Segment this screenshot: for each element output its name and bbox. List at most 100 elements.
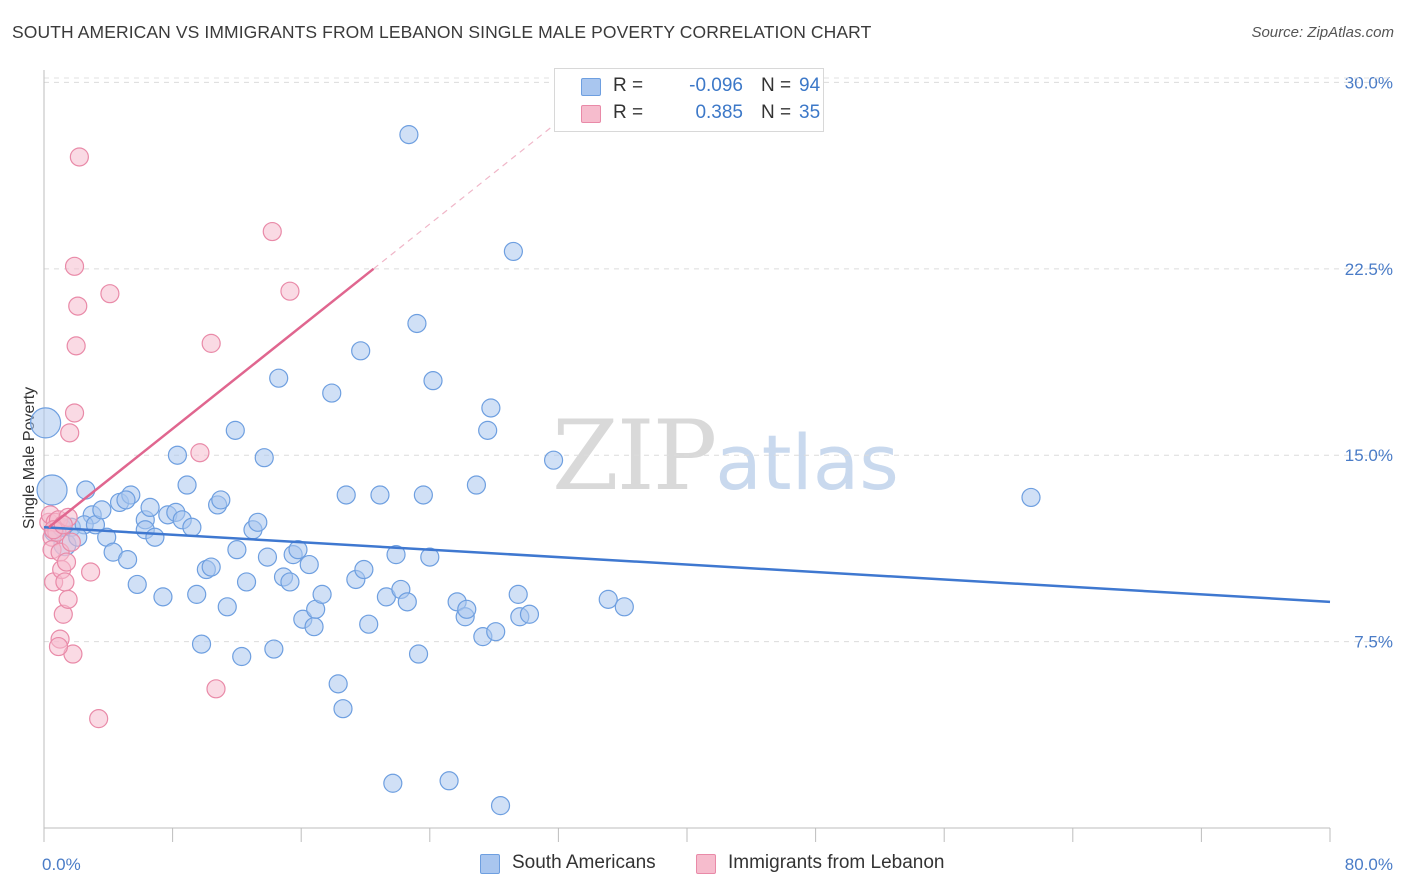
lebanon-point — [61, 532, 81, 552]
lebanon-point — [60, 423, 80, 443]
y-tick-label: 7.5% — [1354, 633, 1393, 652]
lebanon-point — [53, 515, 73, 535]
south-americans-point — [254, 448, 274, 468]
lebanon-point — [190, 443, 210, 463]
y-tick-label: 22.5% — [1345, 260, 1393, 279]
y-tick-label: 30.0% — [1345, 73, 1393, 92]
south-americans-point — [386, 545, 406, 565]
south-americans-point — [614, 597, 634, 617]
south-americans-point — [543, 450, 564, 470]
south-americans-point — [167, 445, 188, 465]
lebanon-point — [58, 589, 78, 609]
south-americans-point — [413, 485, 433, 505]
y-tick-label: 15.0% — [1345, 446, 1393, 465]
south-americans-point — [503, 241, 523, 262]
stats-n-value: 35 — [799, 102, 821, 123]
lebanon-point — [64, 403, 85, 423]
south-americans-point — [519, 604, 540, 624]
lebanon-point — [69, 147, 89, 167]
south-americans-point — [408, 644, 429, 664]
south-americans-point — [466, 475, 487, 495]
south-americans-point — [257, 547, 278, 567]
south-americans-point — [439, 771, 459, 791]
chart-title: SOUTH AMERICAN VS IMMIGRANTS FROM LEBANO… — [12, 22, 872, 42]
south-americans-point — [304, 617, 324, 637]
lebanon-point — [100, 284, 120, 304]
y-axis-label: Single Male Poverty — [21, 387, 38, 529]
south-americans-point — [177, 475, 197, 495]
south-americans-point — [333, 699, 353, 719]
south-americans-point — [423, 371, 443, 391]
south-americans-point — [478, 420, 498, 440]
stats-n-value: 94 — [799, 75, 821, 96]
stats-r-value: -0.096 — [689, 75, 743, 96]
stats-r-value: 0.385 — [695, 102, 743, 123]
south-americans-point — [322, 383, 342, 403]
south-americans-point — [481, 398, 501, 418]
south-americans-point — [598, 589, 618, 609]
south-americans-point — [92, 500, 112, 520]
south-americans-point — [236, 572, 257, 592]
south-americans-point — [508, 584, 528, 604]
south-americans-point — [227, 540, 247, 560]
south-americans-point — [336, 485, 356, 505]
south-americans-point — [351, 341, 371, 361]
legend-swatch-south-americans — [480, 854, 500, 874]
source-label: Source: ZipAtlas.com — [1251, 24, 1394, 41]
south-americans-point — [280, 572, 300, 592]
south-americans-point — [140, 497, 160, 518]
lebanon-point — [55, 572, 75, 592]
south-americans-point — [312, 584, 332, 604]
lebanon-point — [262, 221, 282, 242]
stats-r-label: R = — [613, 102, 644, 123]
x-tick-label: 0.0% — [42, 855, 81, 874]
south-americans-point — [397, 592, 417, 612]
south-americans-point — [30, 407, 62, 439]
south-americans-point — [370, 485, 390, 505]
south-americans-point — [299, 554, 319, 575]
south-americans-point — [383, 773, 403, 793]
trend-line-south-americans — [43, 526, 1331, 604]
stats-swatch-south-americans — [581, 78, 601, 96]
stats-n-label: N = — [761, 75, 792, 96]
south-americans-point — [191, 634, 212, 654]
stats-box: R = -0.096 N = 94 R = 0.385 N = 35 — [554, 68, 824, 132]
south-americans-point — [248, 512, 268, 532]
south-americans-point — [217, 597, 237, 617]
legend-label: Immigrants from Lebanon — [728, 852, 945, 873]
south-americans-point — [490, 796, 511, 816]
south-americans-point — [211, 490, 231, 510]
lebanon-point — [81, 562, 101, 582]
south-americans-point — [117, 549, 138, 570]
lebanon-point — [56, 552, 77, 572]
south-americans-point — [486, 622, 506, 642]
south-americans-point — [1021, 487, 1041, 508]
south-americans-point — [232, 646, 252, 667]
lebanon-point — [280, 281, 300, 301]
lebanon-point — [66, 336, 86, 356]
south-americans-point — [457, 599, 477, 619]
south-americans-point — [420, 547, 440, 567]
south-americans-point — [116, 490, 136, 510]
south-americans-point — [407, 313, 427, 334]
stats-swatch-lebanon — [581, 105, 601, 123]
south-americans-point — [145, 527, 165, 547]
south-americans-point — [359, 614, 379, 634]
south-americans-point — [153, 587, 173, 607]
stats-n-label: N = — [761, 102, 792, 123]
lebanon-point — [206, 679, 226, 699]
south-americans-point — [187, 584, 207, 604]
south-americans-point — [354, 559, 374, 580]
legend-label: South Americans — [512, 852, 656, 873]
south-americans-point — [328, 674, 348, 694]
lebanon-point — [64, 256, 85, 276]
series-lebanon — [39, 147, 300, 729]
south-americans-point — [269, 368, 289, 388]
trend-line-extension — [373, 101, 583, 270]
lebanon-point — [48, 636, 69, 657]
south-americans-point — [36, 474, 68, 506]
south-americans-point — [399, 125, 419, 145]
lebanon-point — [89, 709, 109, 729]
stats-r-label: R = — [613, 75, 644, 96]
